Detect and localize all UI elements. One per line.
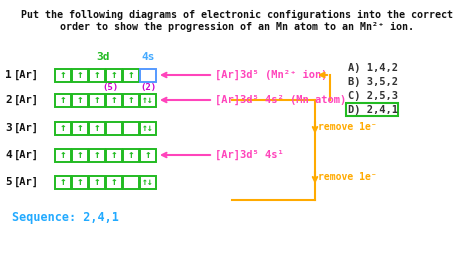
- Text: [Ar]: [Ar]: [14, 177, 39, 187]
- Bar: [140, 94, 156, 106]
- Bar: [106, 69, 122, 81]
- Bar: [140, 122, 156, 135]
- Text: ↑: ↑: [77, 95, 83, 105]
- Bar: [89, 69, 105, 81]
- Bar: [55, 176, 71, 189]
- Bar: [123, 148, 139, 161]
- Bar: [106, 148, 122, 161]
- Bar: [123, 176, 139, 189]
- Text: ↑: ↑: [60, 95, 66, 105]
- Text: ↑↓: ↑↓: [142, 177, 154, 187]
- Text: ↑: ↑: [128, 150, 134, 160]
- Text: Sequence: 2,4,1: Sequence: 2,4,1: [12, 211, 119, 225]
- Text: ↑: ↑: [110, 177, 118, 187]
- Text: 3d: 3d: [96, 52, 110, 62]
- Text: remove 1e⁻: remove 1e⁻: [318, 172, 377, 182]
- Text: [Ar]: [Ar]: [14, 150, 39, 160]
- Bar: [346, 103, 398, 116]
- Text: ↑↓: ↑↓: [142, 123, 154, 133]
- Text: ↑: ↑: [94, 150, 100, 160]
- Text: D) 2,4,1: D) 2,4,1: [348, 105, 398, 115]
- Text: ↑: ↑: [77, 70, 83, 80]
- Bar: [72, 94, 88, 106]
- Text: order to show the progression of an Mn atom to an Mn²⁺ ion.: order to show the progression of an Mn a…: [60, 22, 414, 32]
- Bar: [55, 148, 71, 161]
- Text: ↑↓: ↑↓: [142, 95, 154, 105]
- Text: Put the following diagrams of electronic configurations into the correct: Put the following diagrams of electronic…: [21, 10, 453, 20]
- Bar: [89, 94, 105, 106]
- Text: [Ar]: [Ar]: [14, 123, 39, 133]
- Text: 4: 4: [5, 150, 12, 160]
- Text: ↑: ↑: [94, 95, 100, 105]
- Text: C) 2,5,3: C) 2,5,3: [348, 91, 398, 101]
- Text: ↑: ↑: [77, 177, 83, 187]
- Text: ↑: ↑: [145, 150, 151, 160]
- Text: ↑: ↑: [77, 150, 83, 160]
- Text: ↑: ↑: [77, 123, 83, 133]
- Bar: [106, 94, 122, 106]
- Text: 4s: 4s: [141, 52, 155, 62]
- Text: B) 3,5,2: B) 3,5,2: [348, 77, 398, 87]
- Text: 3: 3: [5, 123, 12, 133]
- Text: ↑: ↑: [110, 150, 118, 160]
- Bar: [55, 122, 71, 135]
- Bar: [140, 69, 156, 81]
- Text: ↑: ↑: [128, 95, 134, 105]
- Text: 1: 1: [5, 70, 12, 80]
- Text: ↑: ↑: [60, 70, 66, 80]
- Text: ↑: ↑: [60, 177, 66, 187]
- Text: A) 1,4,2: A) 1,4,2: [348, 63, 398, 73]
- Text: (5): (5): [102, 83, 118, 92]
- Bar: [72, 148, 88, 161]
- Bar: [89, 176, 105, 189]
- Text: [Ar]3d⁵ 4s² (Mn atom): [Ar]3d⁵ 4s² (Mn atom): [215, 95, 346, 105]
- Text: ↑: ↑: [110, 70, 118, 80]
- Bar: [123, 94, 139, 106]
- Text: ↑: ↑: [128, 70, 134, 80]
- Text: ↑: ↑: [110, 95, 118, 105]
- Text: ↑: ↑: [60, 150, 66, 160]
- Bar: [72, 69, 88, 81]
- Bar: [123, 69, 139, 81]
- Bar: [140, 148, 156, 161]
- Bar: [55, 94, 71, 106]
- Bar: [72, 176, 88, 189]
- Text: 2: 2: [5, 95, 12, 105]
- Text: [Ar]: [Ar]: [14, 70, 39, 80]
- Bar: [123, 122, 139, 135]
- Text: remove 1e⁻: remove 1e⁻: [318, 123, 377, 132]
- Text: (2): (2): [140, 83, 156, 92]
- Text: ↑: ↑: [94, 177, 100, 187]
- Bar: [106, 176, 122, 189]
- Bar: [55, 69, 71, 81]
- Bar: [89, 122, 105, 135]
- Text: [Ar]: [Ar]: [14, 95, 39, 105]
- Bar: [140, 176, 156, 189]
- Text: ↑: ↑: [60, 123, 66, 133]
- Text: 5: 5: [5, 177, 12, 187]
- Text: [Ar]3d⁵ 4s¹: [Ar]3d⁵ 4s¹: [215, 150, 284, 160]
- Text: [Ar]3d⁵ (Mn²⁺ ion): [Ar]3d⁵ (Mn²⁺ ion): [215, 70, 328, 80]
- Text: ↑: ↑: [94, 123, 100, 133]
- Text: ↑: ↑: [94, 70, 100, 80]
- Bar: [72, 122, 88, 135]
- Bar: [106, 122, 122, 135]
- Bar: [89, 148, 105, 161]
